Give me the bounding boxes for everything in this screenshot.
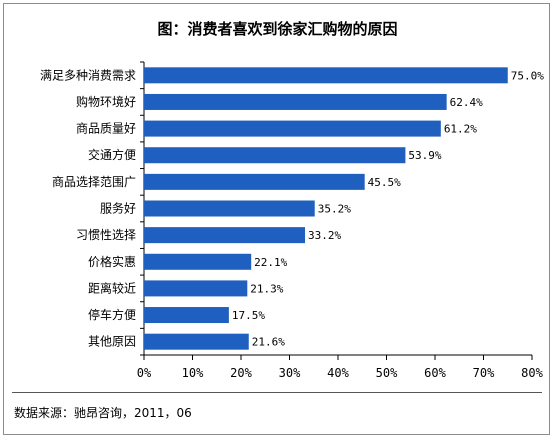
x-tick-label: 60%	[424, 366, 446, 380]
chart-title: 图：消费者喜欢到徐家汇购物的原因	[157, 20, 398, 38]
bar	[144, 280, 248, 297]
bar	[144, 67, 508, 84]
x-tick-label: 20%	[230, 366, 252, 380]
data-label: 61.2%	[444, 123, 477, 136]
data-label: 62.4%	[450, 96, 483, 109]
data-label: 17.5%	[232, 309, 265, 322]
source-divider	[12, 392, 542, 393]
x-tick-label: 40%	[327, 366, 349, 380]
bar	[144, 307, 229, 324]
category-label: 商品选择范围广	[52, 174, 136, 189]
data-label: 75.0%	[511, 69, 544, 82]
category-label: 习惯性选择	[76, 227, 136, 242]
data-label: 21.3%	[250, 282, 283, 295]
data-label: 53.9%	[408, 149, 441, 162]
bar	[144, 227, 306, 244]
category-label: 距离较近	[88, 280, 136, 295]
x-tick-label: 0%	[137, 366, 152, 380]
bar	[144, 147, 406, 164]
category-label: 停车方便	[88, 307, 136, 322]
category-label: 满足多种消费需求	[40, 68, 136, 82]
data-label: 33.2%	[308, 229, 341, 242]
bar	[144, 253, 252, 270]
x-tick-label: 80%	[521, 366, 543, 380]
bar	[144, 120, 441, 137]
data-label: 22.1%	[254, 256, 287, 269]
category-label: 商品质量好	[76, 121, 136, 136]
source-note: 数据来源：驰昂咨询，2011，06	[14, 406, 192, 420]
bar	[144, 333, 249, 350]
x-tick-label: 10%	[182, 366, 204, 380]
data-label: 35.2%	[318, 203, 351, 216]
x-tick-label: 50%	[376, 366, 398, 380]
category-label: 购物环境好	[76, 94, 136, 109]
x-tick-label: 30%	[279, 366, 301, 380]
category-label: 其他原因	[88, 335, 136, 349]
bar	[144, 93, 447, 110]
x-tick-label: 70%	[473, 366, 495, 380]
bar	[144, 200, 315, 217]
bar-chart: 0% 10% 20% 30% 40% 50% 60% 70% 80% 满足多种消费需求 75.0% 购…	[40, 61, 544, 380]
data-label: 45.5%	[368, 176, 401, 189]
data-label: 21.6%	[252, 336, 285, 349]
bar	[144, 173, 365, 190]
category-label: 价格实惠	[88, 254, 136, 269]
category-label: 交通方便	[88, 147, 136, 162]
category-label: 服务好	[100, 201, 136, 216]
